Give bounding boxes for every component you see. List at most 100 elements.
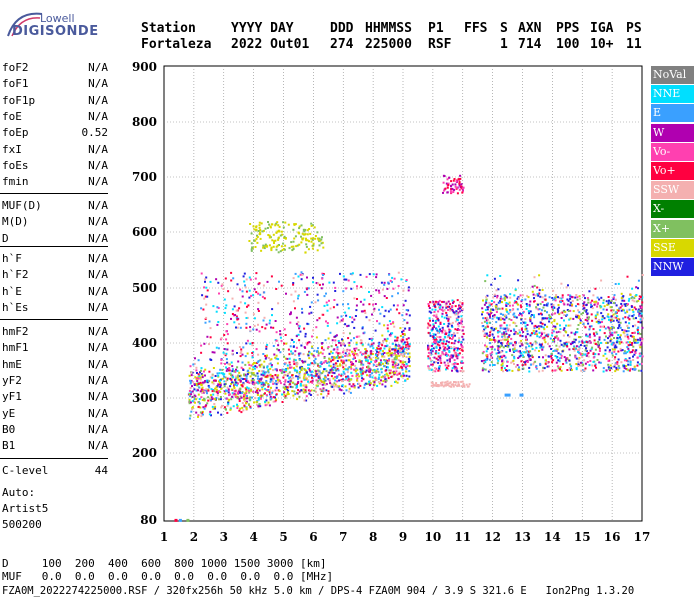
echo-point bbox=[275, 245, 278, 248]
echo-point bbox=[218, 380, 220, 383]
echo-point bbox=[374, 356, 377, 359]
legend-item-w: W bbox=[651, 123, 694, 142]
echo-point bbox=[614, 363, 617, 366]
echo-point bbox=[372, 363, 375, 366]
echo-point bbox=[639, 305, 642, 308]
echo-point bbox=[312, 224, 314, 227]
echo-point bbox=[517, 296, 520, 299]
echo-point bbox=[209, 376, 212, 379]
echo-point bbox=[590, 306, 593, 309]
echo-point bbox=[308, 357, 311, 360]
echo-point bbox=[577, 348, 579, 351]
echo-point bbox=[488, 304, 491, 307]
echo-point bbox=[330, 375, 333, 378]
echo-point bbox=[286, 388, 289, 391]
echo-point bbox=[575, 305, 577, 308]
echo-point bbox=[281, 233, 284, 236]
echo-point bbox=[395, 357, 398, 360]
echo-point bbox=[288, 361, 291, 364]
echo-point bbox=[297, 380, 300, 383]
echo-point bbox=[637, 330, 639, 333]
echo-point bbox=[529, 320, 532, 323]
echo-point bbox=[626, 335, 629, 338]
x-tick-label: 12 bbox=[484, 530, 501, 544]
echo-point bbox=[569, 324, 572, 327]
echo-point bbox=[519, 294, 522, 297]
echo-point bbox=[520, 352, 523, 355]
echo-point bbox=[323, 379, 326, 382]
echo-point bbox=[268, 404, 271, 407]
echo-point bbox=[486, 324, 489, 327]
echo-point bbox=[386, 287, 389, 290]
echo-point bbox=[502, 313, 505, 316]
echo-point bbox=[308, 341, 311, 344]
echo-point bbox=[201, 392, 204, 394]
echo-point bbox=[276, 369, 278, 372]
echo-point bbox=[589, 349, 592, 352]
echo-point bbox=[565, 324, 567, 327]
echo-point bbox=[208, 343, 210, 346]
echo-point bbox=[563, 327, 566, 330]
echo-point bbox=[592, 369, 595, 372]
echo-point bbox=[268, 234, 271, 237]
echo-point bbox=[494, 305, 497, 308]
echo-point bbox=[220, 362, 223, 365]
echo-point bbox=[289, 383, 292, 386]
echo-point bbox=[322, 370, 325, 373]
echo-point bbox=[502, 327, 505, 330]
echo-point bbox=[245, 290, 248, 293]
echo-point bbox=[545, 359, 547, 362]
echo-point bbox=[253, 239, 255, 242]
echo-point bbox=[519, 345, 522, 348]
echo-point bbox=[320, 393, 323, 396]
echo-point bbox=[573, 341, 576, 344]
echo-point bbox=[356, 354, 359, 357]
echo-point bbox=[609, 331, 612, 334]
echo-point bbox=[524, 322, 527, 325]
echo-point bbox=[442, 338, 445, 341]
echo-point bbox=[311, 345, 314, 348]
echo-point bbox=[201, 374, 204, 377]
echo-point bbox=[567, 284, 569, 287]
echo-point bbox=[430, 368, 433, 371]
echo-point bbox=[459, 349, 462, 351]
echo-point bbox=[636, 338, 639, 341]
echo-point bbox=[580, 369, 583, 372]
echo-point bbox=[394, 351, 397, 353]
echo-point bbox=[559, 328, 562, 330]
echo-point bbox=[383, 376, 386, 379]
echo-point bbox=[332, 377, 335, 380]
echo-point bbox=[305, 399, 308, 402]
echo-point bbox=[257, 360, 260, 363]
echo-point bbox=[321, 241, 324, 244]
echo-point bbox=[544, 294, 547, 297]
echo-point bbox=[581, 356, 584, 359]
echo-point bbox=[519, 312, 521, 315]
echo-point bbox=[226, 342, 229, 345]
echo-point bbox=[357, 386, 360, 389]
echo-point bbox=[505, 308, 508, 311]
echo-point bbox=[275, 386, 278, 389]
echo-point bbox=[494, 340, 496, 343]
echo-point bbox=[577, 316, 580, 319]
echo-point bbox=[400, 340, 403, 343]
echo-point bbox=[269, 226, 272, 229]
echo-point bbox=[348, 352, 351, 355]
echo-point bbox=[592, 328, 595, 331]
echo-point bbox=[396, 381, 399, 384]
echo-point bbox=[447, 362, 450, 365]
param-name: yF1 bbox=[2, 390, 22, 404]
echo-point bbox=[328, 299, 330, 302]
echo-point bbox=[373, 381, 376, 384]
echo-point bbox=[623, 303, 626, 306]
echo-point bbox=[434, 384, 437, 387]
y-tick-label: 800 bbox=[132, 115, 157, 129]
echo-point bbox=[588, 364, 591, 367]
echo-point bbox=[313, 389, 316, 392]
echo-point bbox=[387, 354, 390, 357]
echo-point bbox=[327, 392, 330, 395]
echo-point bbox=[585, 310, 588, 313]
echo-point bbox=[314, 235, 317, 237]
echo-point bbox=[621, 299, 624, 302]
echo-point bbox=[290, 350, 293, 353]
